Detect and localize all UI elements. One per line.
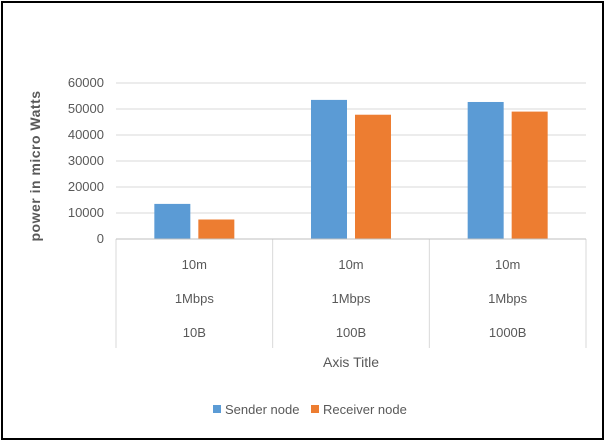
bar-sender-node: [154, 203, 191, 239]
legend-label: Receiver node: [323, 402, 407, 417]
x-axis-title: Axis Title: [323, 354, 379, 370]
legend-label: Sender node: [225, 402, 299, 417]
x-category-label: 10m: [495, 257, 520, 272]
legend-swatch: [311, 405, 319, 413]
bar-receiver-node: [355, 114, 391, 239]
y-tick-label: 50000: [68, 101, 104, 116]
y-tick-label: 30000: [68, 153, 104, 168]
x-category-label: 1Mbps: [488, 291, 528, 306]
y-axis-title: power in micro Watts: [27, 90, 43, 241]
x-category-label: 10m: [338, 257, 363, 272]
y-tick-label: 20000: [68, 179, 104, 194]
y-tick-label: 60000: [68, 75, 104, 90]
y-tick-label: 0: [97, 231, 104, 246]
y-tick-label: 10000: [68, 205, 104, 220]
x-category-label: 10B: [183, 325, 206, 340]
bar-sender-node: [311, 99, 347, 240]
y-tick-label: 40000: [68, 127, 104, 142]
x-category-label: 1Mbps: [175, 291, 215, 306]
bar-sender-node: [467, 101, 504, 239]
x-category-label: 100B: [336, 325, 366, 340]
x-category-label: 1Mbps: [331, 291, 371, 306]
legend-swatch: [213, 405, 221, 413]
x-category-label: 10m: [182, 257, 207, 272]
bar-chart: 0 10000 20000 30000 40000 50000 60000 power in …: [27, 75, 587, 417]
x-category-label: 1000B: [489, 325, 527, 340]
bar-receiver-node: [198, 219, 235, 239]
bar-receiver-node: [511, 111, 548, 239]
